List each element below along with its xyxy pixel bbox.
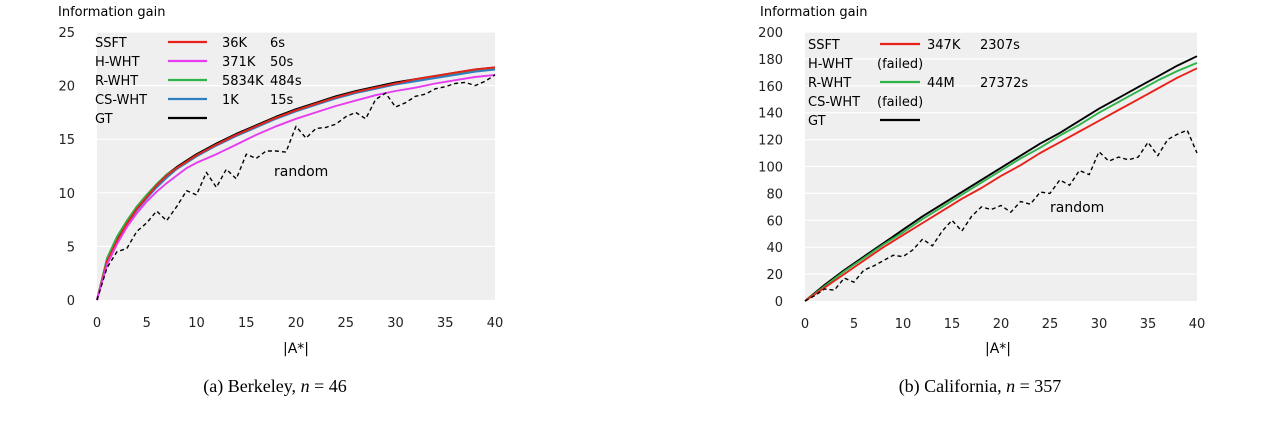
y-tick-label: 140 [758, 107, 783, 122]
x-tick-label: 25 [337, 316, 354, 331]
caption-value: = 46 [310, 376, 347, 396]
legend-label: R-WHT [808, 76, 851, 91]
legend: SSFT 36K 6s H-WHT 371K 50s R-WHT 5834K 484s CS-WH… [95, 36, 302, 127]
series-line-ssft [804, 67, 1198, 302]
y-tick-label: 80 [766, 187, 783, 202]
y-tick-label: 20 [58, 80, 75, 95]
random-annotation: random [274, 164, 328, 180]
legend-value-2: 27372s [980, 76, 1028, 91]
legend-value-2: 15s [270, 93, 294, 108]
y-tick-label: 60 [766, 214, 783, 229]
legend-label: GT [808, 114, 826, 129]
x-tick-label: 10 [895, 317, 912, 332]
legend-value-1: 347K [927, 38, 961, 53]
caption: (a) Berkeley, n = 46 [203, 376, 346, 397]
legend-value-2: 484s [270, 74, 302, 89]
x-tick-label: 40 [487, 316, 504, 331]
chart-panel-berkeley: Information gain 0 5 10 15 20 25 0 5 10 15 20 25 30… [58, 5, 503, 397]
legend-label: R-WHT [95, 74, 138, 89]
legend-value-1: 36K [222, 36, 248, 51]
caption-value: = 357 [1015, 376, 1061, 396]
x-tick-label: 30 [1091, 317, 1108, 332]
legend-value-2: 6s [270, 36, 285, 51]
x-tick-label: 25 [1042, 317, 1059, 332]
chart-panel-california: Information gain 02040608010012014016018… [758, 5, 1205, 397]
y-axis-title: Information gain [58, 5, 165, 20]
x-tick-labels: 0 5 10 15 20 25 30 35 40 [801, 317, 1205, 332]
y-tick-label: 180 [758, 53, 783, 68]
x-tick-label: 20 [993, 317, 1010, 332]
legend-value-1: 1K [222, 93, 239, 108]
x-tick-label: 40 [1189, 317, 1206, 332]
legend-label: CS-WHT [808, 95, 860, 110]
y-tick-label: 0 [775, 295, 783, 310]
x-axis-title: |A*| [985, 341, 1011, 357]
y-tick-label: 120 [758, 134, 783, 149]
legend-label: H-WHT [95, 55, 140, 70]
legend: SSFT 347K 2307s H-WHT (failed) R-WHT 44M 27372s… [808, 38, 1028, 129]
legend-value-1: 44M [927, 76, 955, 91]
x-tick-labels: 0 5 10 15 20 25 30 35 40 [93, 316, 503, 331]
legend-label: SSFT [808, 38, 840, 53]
x-tick-label: 5 [850, 317, 858, 332]
y-tick-label: 100 [758, 161, 783, 176]
legend-value-2: 2307s [980, 38, 1020, 53]
y-tick-labels: 0 20 40 60 80 100 120 140 160 180 200 [758, 26, 783, 310]
y-tick-label: 5 [67, 240, 75, 255]
y-tick-label: 40 [766, 241, 783, 256]
x-tick-label: 30 [387, 316, 404, 331]
x-tick-label: 15 [238, 316, 255, 331]
gridlines [805, 31, 1197, 275]
series-line-r-wht [804, 62, 1198, 302]
y-tick-label: 20 [766, 268, 783, 283]
caption-var: n [301, 376, 310, 396]
legend-value-1: 5834K [222, 74, 264, 89]
x-tick-label: 35 [437, 316, 454, 331]
series-lines [96, 66, 496, 301]
series-line-random [96, 74, 496, 301]
x-tick-label: 5 [143, 316, 151, 331]
legend-label: GT [95, 112, 113, 127]
caption-prefix: (a) Berkeley, [203, 376, 300, 397]
x-tick-label: 10 [188, 316, 205, 331]
y-tick-label: 25 [58, 26, 75, 41]
legend-label: CS-WHT [95, 93, 147, 108]
x-axis-title: |A*| [283, 341, 309, 357]
legend-value-1: (failed) [877, 57, 923, 72]
y-tick-label: 10 [58, 187, 75, 202]
series-line-h-wht [96, 73, 496, 301]
legend-value-1: (failed) [877, 95, 923, 110]
series-line-ssft [96, 66, 496, 301]
series-lines [804, 55, 1198, 302]
x-tick-label: 15 [944, 317, 961, 332]
caption-prefix: (b) California, [899, 376, 1006, 397]
y-tick-label: 160 [758, 80, 783, 95]
x-tick-label: 0 [801, 317, 809, 332]
random-annotation: random [1050, 200, 1104, 216]
legend-value-1: 371K [222, 55, 256, 70]
x-tick-label: 35 [1140, 317, 1157, 332]
series-line-gt [804, 55, 1198, 302]
x-tick-label: 0 [93, 316, 101, 331]
caption: (b) California, n = 357 [899, 376, 1062, 397]
legend-value-2: 50s [270, 55, 294, 70]
y-tick-label: 15 [58, 133, 75, 148]
y-tick-label: 200 [758, 26, 783, 41]
series-line-random [804, 129, 1198, 302]
y-tick-labels: 0 5 10 15 20 25 [58, 26, 75, 309]
legend-label: H-WHT [808, 57, 853, 72]
caption-var: n [1006, 376, 1015, 396]
y-axis-title: Information gain [760, 5, 867, 20]
gridlines [97, 31, 495, 247]
legend-label: SSFT [95, 36, 127, 51]
y-tick-label: 0 [67, 294, 75, 309]
x-tick-label: 20 [288, 316, 305, 331]
